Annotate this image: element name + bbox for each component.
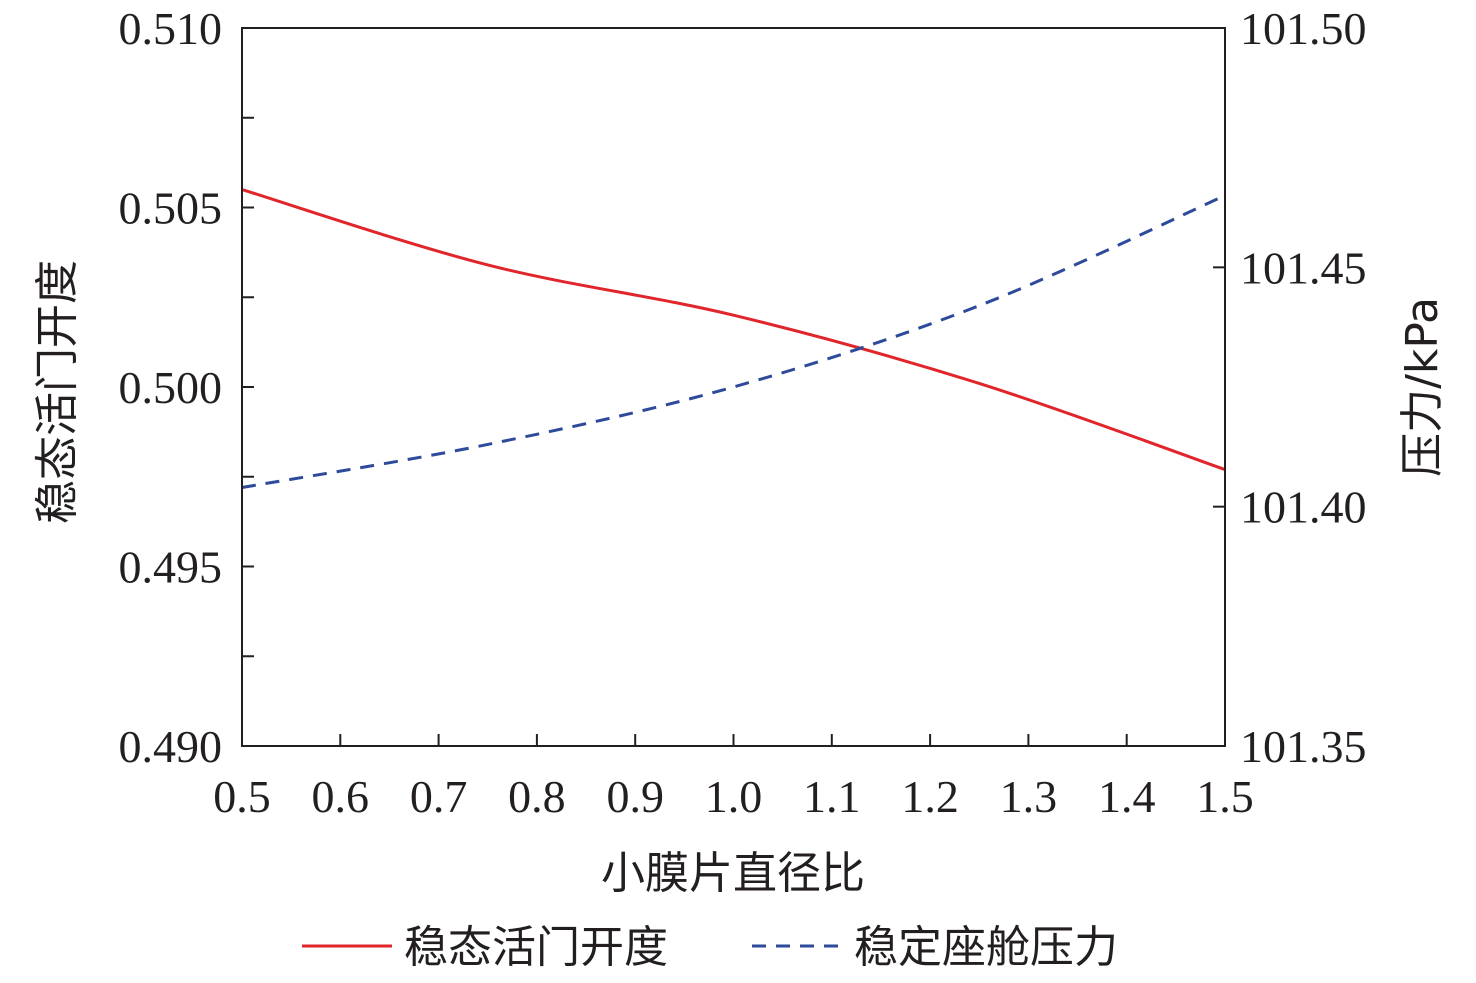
x-tick-label: 0.8	[508, 771, 566, 822]
legend: 稳态活门开度 稳定座舱压力	[302, 922, 1118, 973]
x-tick-label: 0.6	[312, 771, 370, 822]
x-tick-label: 0.5	[213, 771, 271, 822]
x-tick-label: 1.5	[1196, 771, 1254, 822]
series-line-cabin-pressure	[241, 194, 1226, 489]
y-tick-label: 0.505	[119, 183, 223, 234]
x-tick-label: 0.9	[606, 771, 664, 822]
x-tick-label: 1.0	[705, 771, 763, 822]
x-tick-label: 0.7	[410, 771, 468, 822]
legend-label-cabin-pressure: 稳定座舱压力	[854, 922, 1118, 973]
y2-tick-label: 101.50	[1240, 3, 1367, 54]
y-tick-label: 0.510	[119, 3, 223, 54]
series-layer	[241, 188, 1226, 489]
tick-marks	[241, 27, 1226, 747]
x-tick-label: 1.1	[803, 771, 861, 822]
plot-frame	[241, 27, 1226, 747]
x-tick-label: 1.4	[1098, 771, 1156, 822]
y-axis-title: 稳态活门开度	[32, 260, 83, 524]
y2-tick-label: 101.35	[1240, 721, 1367, 772]
y2-tick-label: 101.45	[1240, 242, 1367, 293]
tick-labels: 0.5 0.6 0.7 0.8 0.9 1.0 1.1 1.2 1.3 1.4 1.5 0.490 0.…	[119, 3, 1367, 822]
series-line-valve-opening	[241, 188, 1226, 471]
y2-axis-title: 压力/kPa	[1397, 297, 1448, 477]
y-tick-label: 0.490	[119, 721, 223, 772]
x-tick-label: 1.3	[1000, 771, 1058, 822]
y-tick-label: 0.495	[119, 542, 223, 593]
legend-label-valve-opening: 稳态活门开度	[404, 922, 668, 973]
x-axis-title: 小膜片直径比	[601, 848, 865, 899]
x-tick-label: 1.2	[901, 771, 959, 822]
y-tick-label: 0.500	[119, 362, 223, 413]
y2-tick-label: 101.40	[1240, 482, 1367, 533]
